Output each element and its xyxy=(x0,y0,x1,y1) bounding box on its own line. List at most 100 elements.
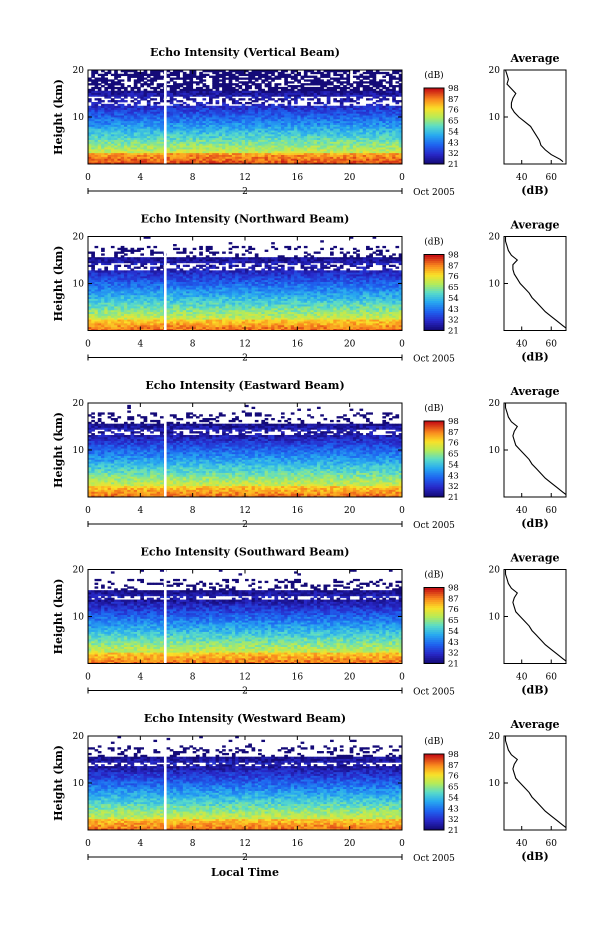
x-tick-label: 0 xyxy=(399,506,405,516)
average-frame xyxy=(503,69,567,165)
colorbar-tick-label: 87 xyxy=(448,761,459,771)
colorbar-unit: (dB) xyxy=(424,237,443,248)
colorbar-tick-label: 65 xyxy=(448,117,459,127)
average-x-tick-label: 40 xyxy=(516,506,528,516)
date-label: Oct 2005 xyxy=(413,688,455,698)
y-axis-label: Height (km) xyxy=(52,79,65,155)
panel-title: Echo Intensity (Northward Beam) xyxy=(141,213,350,226)
date-label: Oct 2005 xyxy=(413,854,455,864)
average-frame xyxy=(503,402,567,498)
data-gap xyxy=(163,70,167,164)
x-tick-label: 8 xyxy=(190,173,196,183)
average-x-tick-label: 60 xyxy=(546,506,558,516)
date-label: Oct 2005 xyxy=(413,188,455,198)
panel-4: Echo Intensity (Southward Beam)0 4 8 12 16 20… xyxy=(52,546,567,698)
colorbar-frame xyxy=(423,87,445,165)
colorbar-frame xyxy=(423,753,445,831)
average-title: Average xyxy=(509,718,559,731)
average-x-tick-label: 60 xyxy=(546,173,558,183)
data-gap xyxy=(163,569,167,664)
average-profile-line xyxy=(504,69,564,163)
colorbar-unit: (dB) xyxy=(424,70,443,81)
day-label: 2 xyxy=(242,354,248,364)
average-x-label: (dB) xyxy=(521,850,548,863)
heatmap xyxy=(88,569,403,664)
y-tick-label: 20 xyxy=(73,233,85,243)
x-tick-label: 16 xyxy=(292,173,304,183)
colorbar-tick-label: 98 xyxy=(448,417,459,427)
y-tick-label: 20 xyxy=(73,66,85,76)
x-tick-label: 8 xyxy=(190,673,196,683)
day-label: 2 xyxy=(242,853,248,863)
colorbar-tick-label: 21 xyxy=(448,826,459,836)
x-tick-label: 0 xyxy=(85,839,91,849)
data-gap xyxy=(163,736,167,830)
x-tick-label: 20 xyxy=(344,673,356,683)
average-y-tick-label: 20 xyxy=(489,566,501,576)
y-tick-label: 10 xyxy=(73,613,85,623)
average-profile-line xyxy=(504,403,567,496)
average-y-tick-label: 10 xyxy=(489,280,501,290)
panel-title: Echo Intensity (Vertical Beam) xyxy=(150,46,340,59)
average-x-label: (dB) xyxy=(521,684,548,697)
colorbar-tick-label: 65 xyxy=(448,450,459,460)
y-tick-label: 10 xyxy=(73,113,85,123)
average-profile-line xyxy=(504,236,567,329)
colorbar-tick-label: 76 xyxy=(448,772,459,782)
colorbar-tick-label: 65 xyxy=(448,283,459,293)
average-y-tick-label: 10 xyxy=(489,446,501,456)
average-x-tick-label: 40 xyxy=(516,673,528,683)
average-title: Average xyxy=(509,219,559,232)
colorbar-tick-label: 32 xyxy=(448,482,459,492)
x-tick-label: 16 xyxy=(292,340,304,350)
average-frame xyxy=(503,735,567,831)
heatmap xyxy=(88,236,403,331)
colorbar-tick-label: 87 xyxy=(448,261,459,271)
colorbar-frame xyxy=(423,420,445,498)
y-tick-label: 10 xyxy=(73,446,85,456)
heatmap xyxy=(88,404,403,498)
colorbar-tick-label: 76 xyxy=(448,605,459,615)
panel-5: Echo Intensity (Westward Beam) 0 4 8 12 16 20 0… xyxy=(52,712,567,864)
panel-title: Echo Intensity (Westward Beam) xyxy=(144,712,346,725)
x-tick-label: 4 xyxy=(137,839,143,849)
x-tick-label: 12 xyxy=(239,173,250,183)
x-tick-label: 8 xyxy=(190,506,196,516)
panel-2: Echo Intensity (Northward Beam)0 4 8 12 16 20… xyxy=(52,213,567,365)
y-axis-label: Height (km) xyxy=(52,579,65,655)
average-title: Average xyxy=(509,385,559,398)
colorbar-tick-label: 76 xyxy=(448,106,459,116)
average-y-tick-label: 20 xyxy=(489,732,501,742)
colorbar-tick-label: 21 xyxy=(448,160,459,170)
x-tick-label: 8 xyxy=(190,839,196,849)
average-x-label: (dB) xyxy=(521,351,548,364)
x-tick-label: 4 xyxy=(137,673,143,683)
colorbar-tick-label: 43 xyxy=(448,138,459,148)
colorbar-tick-label: 54 xyxy=(448,127,459,137)
date-label: Oct 2005 xyxy=(413,355,455,365)
y-tick-label: 20 xyxy=(73,399,85,409)
colorbar-tick-label: 87 xyxy=(448,594,459,604)
colorbar-tick-label: 76 xyxy=(448,272,459,282)
x-tick-label: 12 xyxy=(239,673,250,683)
colorbar-tick-label: 21 xyxy=(448,327,459,337)
x-tick-label: 20 xyxy=(344,506,356,516)
colorbar-tick-label: 98 xyxy=(448,584,459,594)
panel-3: Echo Intensity (Eastward Beam) 0 4 8 12 16 20 0… xyxy=(52,379,567,531)
colorbar-tick-label: 65 xyxy=(448,783,459,793)
colorbar-tick-label: 76 xyxy=(448,439,459,449)
colorbar-tick-label: 65 xyxy=(448,616,459,626)
colorbar-tick-label: 54 xyxy=(448,294,459,304)
y-axis-label: Height (km) xyxy=(52,745,65,821)
colorbar-tick-label: 21 xyxy=(448,660,459,670)
x-tick-label: 0 xyxy=(399,340,405,350)
average-y-tick-label: 20 xyxy=(489,399,501,409)
colorbar-tick-label: 43 xyxy=(448,804,459,814)
average-x-tick-label: 40 xyxy=(516,340,528,350)
y-tick-label: 20 xyxy=(73,566,85,576)
day-label: 2 xyxy=(242,520,248,530)
average-y-tick-label: 20 xyxy=(489,233,501,243)
colorbar-tick-label: 21 xyxy=(448,493,459,503)
x-tick-label: 16 xyxy=(292,839,304,849)
